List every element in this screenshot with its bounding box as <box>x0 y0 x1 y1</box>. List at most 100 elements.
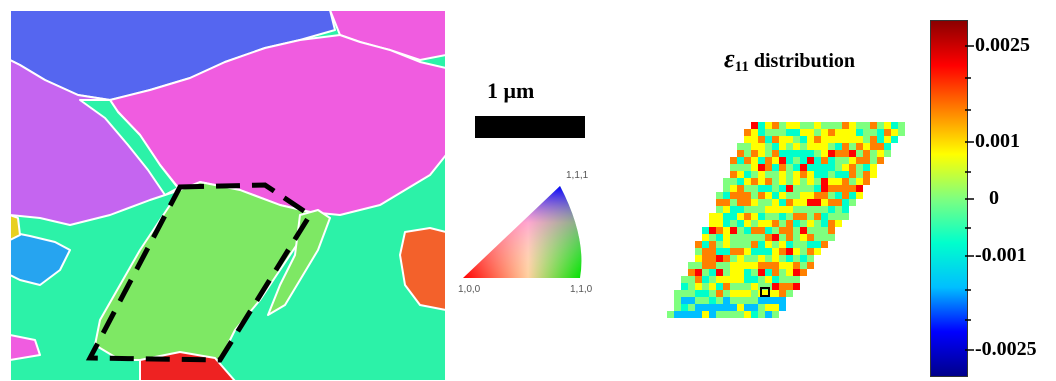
strain-pixel <box>800 129 807 136</box>
strain-pixel <box>884 150 891 157</box>
strain-pixel <box>786 269 793 276</box>
strain-pixel <box>730 241 737 248</box>
strain-pixel <box>751 178 758 185</box>
strain-pixel <box>709 283 716 290</box>
strain-pixel <box>786 143 793 150</box>
strain-pixel <box>737 248 744 255</box>
strain-pixel <box>828 178 835 185</box>
strain-pixel <box>793 192 800 199</box>
strain-pixel <box>744 213 751 220</box>
ipf-label-110: 1,1,0 <box>570 284 593 295</box>
strain-pixel <box>835 157 842 164</box>
strain-pixel <box>723 213 730 220</box>
strain-pixel <box>856 157 863 164</box>
colorbar-tick-3: -0.001 <box>975 244 1027 266</box>
strain-pixel <box>716 234 723 241</box>
strain-pixel <box>744 164 751 171</box>
strain-pixel <box>821 213 828 220</box>
strain-pixel <box>856 122 863 129</box>
strain-pixel <box>674 304 681 311</box>
strain-pixel <box>814 136 821 143</box>
strain-pixel <box>842 157 849 164</box>
strain-pixel <box>723 297 730 304</box>
strain-pixel <box>870 157 877 164</box>
strain-pixel <box>751 157 758 164</box>
strain-pixel <box>709 248 716 255</box>
strain-pixel <box>786 185 793 192</box>
strain-pixel <box>793 178 800 185</box>
strain-pixel <box>751 164 758 171</box>
strain-pixel <box>870 171 877 178</box>
strain-pixel <box>779 262 786 269</box>
strain-pixel <box>779 234 786 241</box>
strain-pixel <box>737 241 744 248</box>
strain-pixel <box>828 220 835 227</box>
strain-pixel <box>709 262 716 269</box>
strain-pixel <box>814 241 821 248</box>
strain-pixel <box>849 171 856 178</box>
strain-pixel <box>807 164 814 171</box>
strain-pixel <box>744 276 751 283</box>
strain-pixel <box>898 122 905 129</box>
strain-pixel <box>793 122 800 129</box>
strain-pixel <box>758 311 765 318</box>
strain-pixel <box>730 255 737 262</box>
strain-pixel <box>772 143 779 150</box>
strain-pixel <box>828 171 835 178</box>
strain-pixel <box>835 206 842 213</box>
strain-pixel <box>807 234 814 241</box>
strain-pixel <box>758 206 765 213</box>
strain-pixel <box>793 171 800 178</box>
strain-pixel <box>877 150 884 157</box>
strain-pixel <box>779 136 786 143</box>
strain-pixel <box>744 129 751 136</box>
strain-pixel <box>765 262 772 269</box>
strain-pixel <box>695 311 702 318</box>
strain-pixel <box>793 269 800 276</box>
strain-pixel <box>744 220 751 227</box>
strain-pixel <box>793 255 800 262</box>
strain-pixel <box>737 192 744 199</box>
title-epsilon: ε <box>724 44 735 73</box>
strain-pixel <box>723 192 730 199</box>
strain-pixel <box>793 241 800 248</box>
strain-pixel <box>765 283 772 290</box>
strain-pixel <box>863 122 870 129</box>
strain-pixel <box>716 283 723 290</box>
strain-pixel <box>828 227 835 234</box>
strain-pixel <box>681 297 688 304</box>
strain-pixel <box>772 213 779 220</box>
strain-pixel <box>744 192 751 199</box>
strain-pixel <box>800 185 807 192</box>
strain-pixel <box>688 283 695 290</box>
strain-pixel <box>716 276 723 283</box>
strain-pixel <box>779 248 786 255</box>
strain-pixel <box>828 213 835 220</box>
strain-pixel <box>807 178 814 185</box>
strain-pixel <box>800 227 807 234</box>
strain-pixel <box>758 122 765 129</box>
strain-pixel <box>772 220 779 227</box>
strain-pixel <box>786 276 793 283</box>
strain-pixel <box>786 157 793 164</box>
strain-map-title: ε11 distribution <box>724 44 855 76</box>
grain-yellow <box>10 214 21 241</box>
strain-pixel <box>800 199 807 206</box>
strain-pixel <box>828 143 835 150</box>
strain-pixel <box>730 220 737 227</box>
strain-pixel <box>772 122 779 129</box>
strain-pixel <box>765 178 772 185</box>
strain-pixel <box>786 129 793 136</box>
strain-pixel <box>702 290 709 297</box>
strain-pixel <box>744 178 751 185</box>
strain-pixel <box>751 283 758 290</box>
strain-pixel <box>891 136 898 143</box>
strain-pixel <box>821 157 828 164</box>
strain-pixel <box>779 290 786 297</box>
strain-pixel <box>730 185 737 192</box>
strain-pixel <box>709 311 716 318</box>
strain-pixel <box>723 227 730 234</box>
strain-pixel <box>807 157 814 164</box>
strain-pixel <box>793 227 800 234</box>
strain-pixel <box>779 143 786 150</box>
